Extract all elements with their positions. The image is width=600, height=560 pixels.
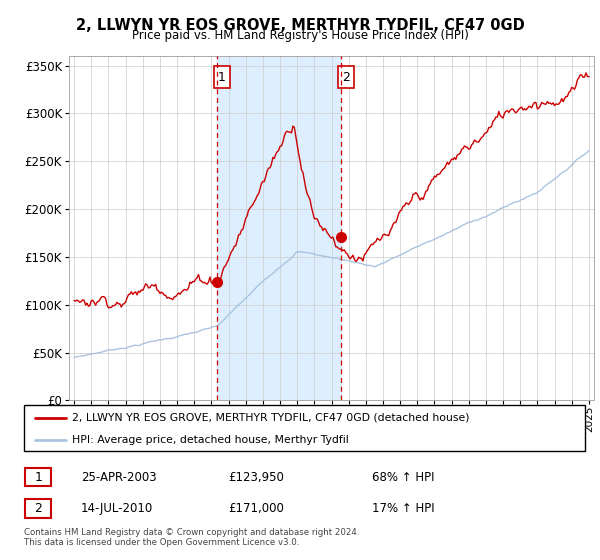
Text: £123,950: £123,950 bbox=[228, 470, 284, 484]
Text: 25-APR-2003: 25-APR-2003 bbox=[81, 470, 157, 484]
Text: £171,000: £171,000 bbox=[228, 502, 284, 515]
Text: Price paid vs. HM Land Registry's House Price Index (HPI): Price paid vs. HM Land Registry's House … bbox=[131, 29, 469, 42]
FancyBboxPatch shape bbox=[25, 500, 52, 517]
Text: HPI: Average price, detached house, Merthyr Tydfil: HPI: Average price, detached house, Mert… bbox=[71, 435, 349, 445]
FancyBboxPatch shape bbox=[25, 468, 52, 486]
Text: 17% ↑ HPI: 17% ↑ HPI bbox=[372, 502, 434, 515]
Text: 2: 2 bbox=[34, 502, 43, 515]
Text: Contains HM Land Registry data © Crown copyright and database right 2024.
This d: Contains HM Land Registry data © Crown c… bbox=[24, 528, 359, 547]
Text: 2, LLWYN YR EOS GROVE, MERTHYR TYDFIL, CF47 0GD (detached house): 2, LLWYN YR EOS GROVE, MERTHYR TYDFIL, C… bbox=[71, 413, 469, 423]
FancyBboxPatch shape bbox=[24, 405, 585, 451]
Text: 68% ↑ HPI: 68% ↑ HPI bbox=[372, 470, 434, 484]
Text: 1: 1 bbox=[34, 470, 43, 484]
Text: 2: 2 bbox=[342, 71, 350, 83]
Bar bbox=[217, 56, 341, 400]
Text: 14-JUL-2010: 14-JUL-2010 bbox=[81, 502, 153, 515]
Text: 1: 1 bbox=[218, 71, 226, 83]
Text: 2, LLWYN YR EOS GROVE, MERTHYR TYDFIL, CF47 0GD: 2, LLWYN YR EOS GROVE, MERTHYR TYDFIL, C… bbox=[76, 18, 524, 33]
